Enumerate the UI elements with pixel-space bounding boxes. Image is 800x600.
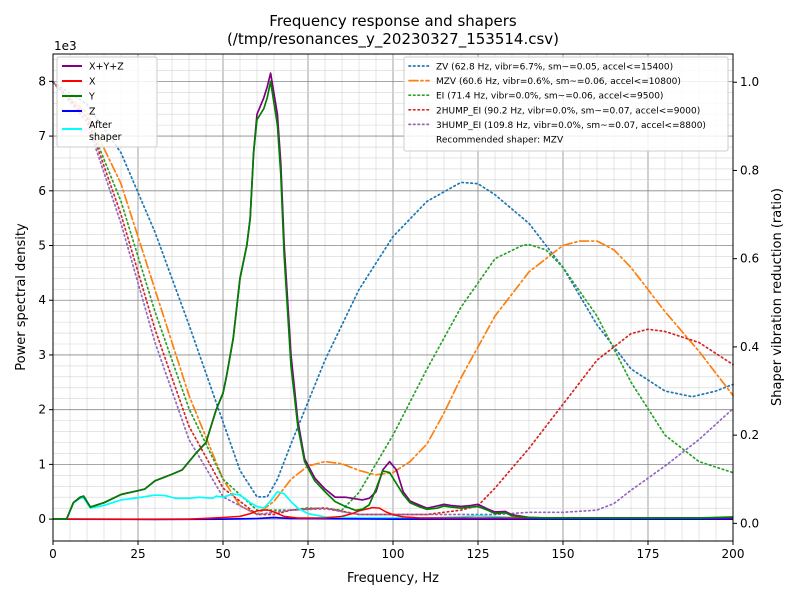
series-line-x (53, 506, 733, 520)
y2-tick-label: 0.0 (740, 516, 759, 530)
y-axis-label: Power spectral density (14, 223, 29, 371)
y-tick-label: 2 (38, 403, 46, 417)
legend-label: MZV (60.6 Hz, vibr=0.6%, sm~=0.06, accel… (436, 77, 681, 87)
legend-label: After shaper (89, 120, 122, 143)
y-tick-label: 8 (38, 74, 46, 88)
x-tick-label: 0 (49, 547, 57, 561)
x-tick-label: 150 (552, 547, 575, 561)
legend-label: Z (89, 107, 96, 118)
legend-label-line: After (89, 120, 112, 131)
legend-label: Y (88, 92, 95, 103)
legend-label: ZV (62.8 Hz, vibr=6.7%, sm~=0.05, accel<… (436, 63, 673, 73)
y2-tick-label: 0.2 (740, 428, 759, 442)
series-line-3hump-ei (52, 81, 734, 516)
legend-shapers-box (403, 56, 729, 152)
axis-ticks: 0 25 50 75 100 125 150 175 200 0 1 2 3 4 5 6 7 8 0.0 0.2 0.4… (38, 74, 759, 561)
x-axis-label: Frequency, Hz (347, 571, 439, 586)
x-tick-label: 25 (130, 547, 145, 561)
chart-title: Frequency response and shapers (269, 12, 517, 30)
series-line-zv (52, 81, 734, 498)
x-tick-label: 175 (637, 547, 660, 561)
legend-psd-box (56, 56, 158, 148)
y-tick-label: 7 (38, 129, 46, 143)
y2-axis-label: Shaper vibration reduction (ratio) (770, 188, 785, 406)
legend-label: 3HUMP_EI (109.8 Hz, vibr=0.0%, sm~=0.07,… (436, 121, 706, 131)
y-tick-label: 0 (38, 512, 46, 526)
legend-shapers: ZV (62.8 Hz, vibr=6.7%, sm~=0.05, accel<… (403, 56, 729, 152)
x-tick-label: 200 (722, 547, 745, 561)
y-tick-label: 5 (38, 239, 46, 253)
y2-tick-label: 1.0 (740, 75, 759, 89)
x-tick-label: 125 (467, 547, 490, 561)
x-tick-label: 50 (215, 547, 230, 561)
y-tick-label: 3 (38, 348, 46, 362)
x-tick-label: 100 (382, 547, 405, 561)
legend-psd: X+Y+Z XYZ After shaper (56, 56, 158, 148)
legend-label: EI (71.4 Hz, vibr=0.0%, sm~=0.06, accel<… (436, 92, 663, 102)
legend-label-line: shaper (89, 132, 122, 143)
x-tick-label: 75 (300, 547, 315, 561)
series-line-2hump-ei (52, 81, 734, 516)
legend-label: X (89, 77, 96, 88)
y2-tick-label: 0.6 (740, 252, 759, 266)
legend-label: X+Y+Z (89, 62, 124, 73)
chart-subtitle: (/tmp/resonances_y_20230327_153514.csv) (227, 30, 559, 49)
series-line-ei (52, 81, 734, 511)
y-offset-label: 1e3 (54, 39, 77, 53)
y-tick-label: 6 (38, 184, 46, 198)
series-layer (52, 72, 734, 521)
y-tick-label: 1 (38, 457, 46, 471)
y-tick-label: 4 (38, 293, 46, 307)
y2-tick-label: 0.8 (740, 163, 759, 177)
series-line-mzv (52, 81, 734, 516)
series-line-y (53, 80, 734, 520)
legend-label: 2HUMP_EI (90.2 Hz, vibr=0.0%, sm~=0.07, … (436, 106, 700, 116)
y2-tick-label: 0.4 (740, 340, 759, 354)
legend-label: Recommended shaper: MZV (436, 136, 564, 146)
